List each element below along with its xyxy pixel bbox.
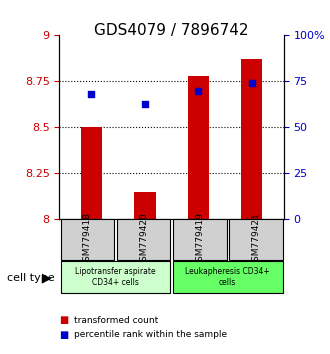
Point [249, 80, 254, 86]
Bar [81, 127, 102, 219]
Bar [173, 261, 283, 293]
Bar [134, 192, 155, 219]
Text: ■: ■ [59, 315, 69, 325]
Text: percentile rank within the sample: percentile rank within the sample [74, 330, 227, 339]
Bar [60, 261, 171, 293]
Bar [241, 59, 262, 219]
Bar [229, 219, 283, 260]
Text: ▶: ▶ [42, 272, 51, 284]
Text: Leukapheresis CD34+
cells: Leukapheresis CD34+ cells [185, 267, 270, 287]
Text: ■: ■ [59, 330, 69, 339]
Text: GSM779419: GSM779419 [195, 212, 204, 267]
Text: GSM779418: GSM779418 [83, 212, 92, 267]
Text: transformed count: transformed count [74, 316, 158, 325]
Bar [60, 219, 115, 260]
Text: Lipotransfer aspirate
CD34+ cells: Lipotransfer aspirate CD34+ cells [75, 267, 156, 287]
Text: GSM779421: GSM779421 [251, 212, 260, 267]
Bar [116, 219, 171, 260]
Point [89, 91, 94, 97]
Bar [173, 219, 227, 260]
Point [142, 101, 148, 106]
Point [196, 88, 201, 93]
Text: cell type: cell type [7, 273, 54, 283]
Text: GDS4079 / 7896742: GDS4079 / 7896742 [94, 23, 249, 38]
Bar [188, 76, 209, 219]
Text: GSM779420: GSM779420 [139, 212, 148, 267]
